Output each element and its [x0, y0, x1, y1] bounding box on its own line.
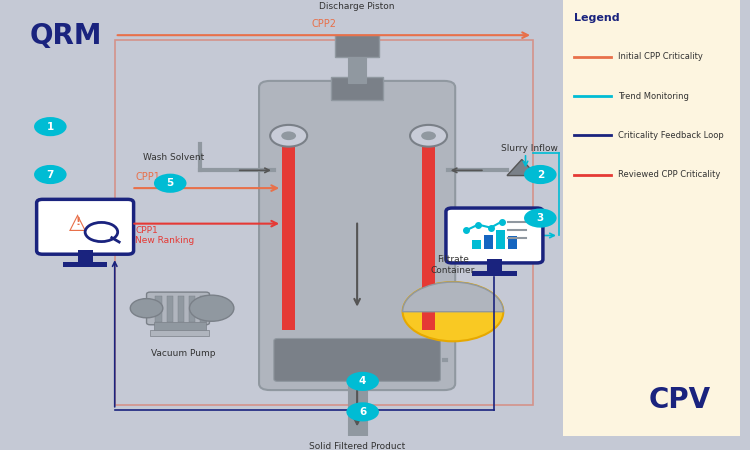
Circle shape: [130, 299, 163, 318]
Circle shape: [346, 402, 379, 422]
Text: Wash Solvent: Wash Solvent: [143, 153, 205, 162]
Text: 1: 1: [46, 122, 54, 131]
Bar: [423, 136, 434, 147]
Bar: [331, 76, 383, 100]
Circle shape: [34, 117, 67, 136]
Text: Trend Monitoring: Trend Monitoring: [618, 92, 689, 101]
Text: Vacuum Pump: Vacuum Pump: [152, 349, 216, 358]
Text: Legend: Legend: [574, 14, 620, 23]
Circle shape: [34, 165, 67, 184]
Bar: [422, 147, 435, 330]
Circle shape: [346, 372, 379, 391]
Bar: [200, 297, 206, 322]
Text: △: △: [69, 212, 86, 232]
Bar: [472, 240, 481, 248]
Text: CPP1: CPP1: [135, 171, 160, 182]
Circle shape: [190, 295, 234, 321]
Circle shape: [410, 125, 447, 147]
Circle shape: [403, 282, 503, 341]
Circle shape: [281, 131, 296, 140]
Wedge shape: [403, 282, 503, 312]
Bar: [487, 259, 502, 273]
Text: 5: 5: [166, 178, 174, 188]
Bar: [154, 322, 206, 331]
Circle shape: [154, 174, 187, 193]
Bar: [189, 297, 196, 322]
Circle shape: [422, 131, 436, 140]
FancyBboxPatch shape: [146, 292, 209, 325]
Circle shape: [524, 165, 556, 184]
Bar: [472, 271, 517, 276]
Bar: [348, 53, 366, 83]
Bar: [0, 0, 562, 436]
Text: 7: 7: [46, 170, 54, 180]
Bar: [496, 230, 505, 248]
Bar: [78, 250, 92, 264]
Text: Initial CPP Criticality: Initial CPP Criticality: [618, 53, 703, 62]
FancyBboxPatch shape: [259, 81, 455, 390]
Bar: [155, 297, 162, 322]
Text: QRM: QRM: [29, 22, 102, 50]
Bar: [335, 35, 380, 57]
Polygon shape: [507, 159, 536, 176]
Bar: [178, 297, 184, 322]
Bar: [282, 147, 296, 330]
Bar: [484, 234, 493, 248]
Text: 2: 2: [537, 170, 544, 180]
Text: 4: 4: [359, 376, 366, 387]
Text: 3: 3: [537, 213, 544, 223]
FancyBboxPatch shape: [446, 208, 543, 263]
Bar: [115, 40, 533, 405]
Text: Discharge Piston: Discharge Piston: [320, 2, 395, 11]
Text: CPP2: CPP2: [311, 18, 336, 29]
Text: Reviewed CPP Criticality: Reviewed CPP Criticality: [618, 170, 721, 179]
Circle shape: [524, 208, 556, 228]
Bar: [63, 262, 107, 267]
FancyBboxPatch shape: [37, 199, 134, 254]
FancyBboxPatch shape: [274, 338, 440, 381]
Text: Filtrate
Container: Filtrate Container: [430, 255, 476, 274]
Text: Slurry Inflow: Slurry Inflow: [501, 144, 558, 153]
Text: 6: 6: [359, 407, 366, 417]
Text: CPV: CPV: [649, 386, 710, 414]
Bar: [166, 297, 173, 322]
Text: CPP1
New Ranking: CPP1 New Ranking: [135, 226, 194, 245]
Text: Criticality Feedback Loop: Criticality Feedback Loop: [618, 131, 724, 140]
Text: Solid Filtered Product: Solid Filtered Product: [309, 442, 405, 450]
Circle shape: [270, 125, 308, 147]
Bar: [347, 381, 367, 436]
Bar: [508, 236, 517, 248]
Text: !: !: [75, 217, 80, 227]
Bar: [562, 0, 740, 436]
Bar: [150, 330, 209, 336]
Bar: [283, 136, 295, 147]
